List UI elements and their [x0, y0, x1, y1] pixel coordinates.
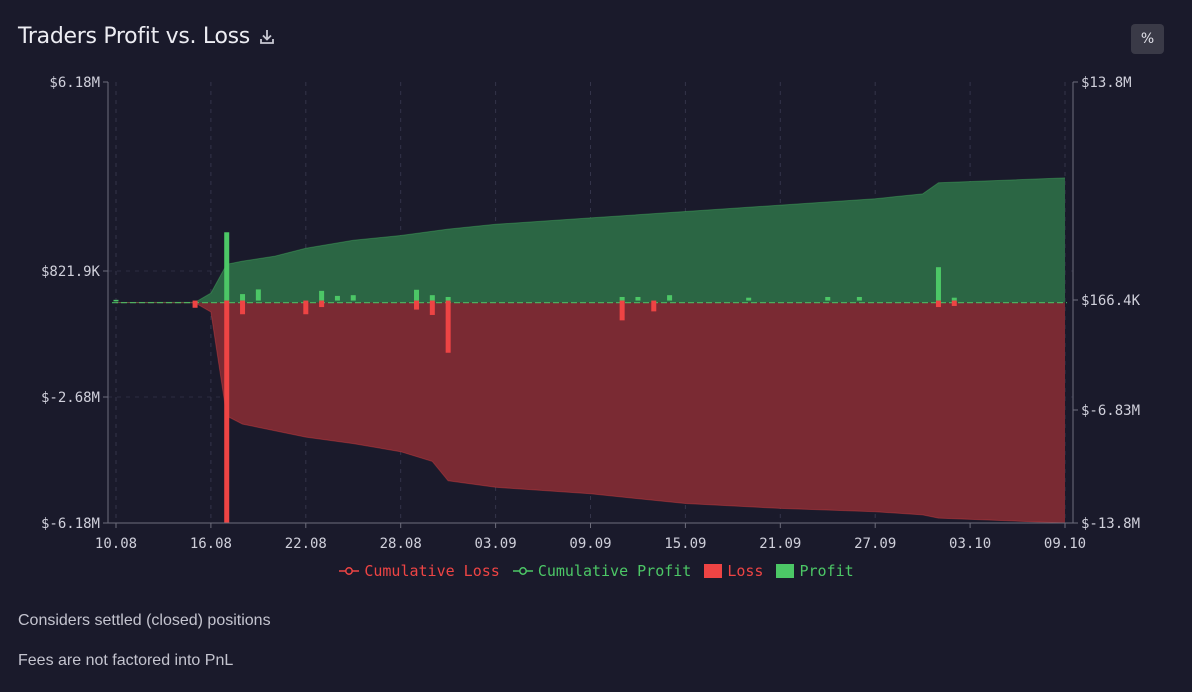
note-settled-positions: Considers settled (closed) positions	[18, 612, 271, 629]
legend-cumulative-profit[interactable]: Cumulative Profit	[512, 562, 692, 580]
loss-bar	[414, 300, 420, 310]
cumulative-areas	[112, 177, 1067, 524]
profit-bar	[429, 295, 435, 301]
right-tick-label: $-6.83M	[1081, 403, 1140, 419]
axes: $6.18M $821.9K $-2.68M $-6.18M $13.8M $166.4K…	[41, 75, 1141, 552]
chart-title: Traders Profit vs. Loss	[18, 24, 250, 49]
x-tick-label: 16.08	[190, 536, 232, 552]
loss-bar	[445, 300, 451, 353]
left-tick-label: $-2.68M	[41, 390, 100, 406]
loss-bar	[224, 300, 230, 523]
loss-bar	[951, 300, 957, 306]
legend-label: Loss	[727, 562, 764, 580]
left-tick-label: $-6.18M	[41, 516, 100, 532]
profit-loss-chart: $6.18M $821.9K $-2.68M $-6.18M $13.8M $166.4K…	[41, 75, 1141, 552]
loss-bar	[240, 300, 246, 315]
profit-bar	[319, 290, 325, 301]
x-tick-label: 10.08	[95, 536, 137, 552]
profit-bar	[825, 296, 831, 301]
profit-bar	[240, 294, 246, 301]
x-tick-label: 09.10	[1044, 536, 1086, 552]
loss-bar	[935, 300, 941, 308]
profit-bar	[619, 296, 625, 301]
x-tick-label: 03.10	[949, 536, 991, 552]
right-tick-label: $166.4K	[1081, 293, 1141, 309]
profit-bar	[113, 299, 119, 302]
profit-bar	[935, 267, 941, 301]
profit-bar	[334, 295, 340, 301]
cumulative-profit-area	[116, 177, 1065, 303]
loss-bar	[619, 300, 625, 321]
chart-header: Traders Profit vs. Loss	[18, 24, 276, 49]
cumulative-profit-area-line	[115, 177, 1066, 304]
profit-bar	[350, 295, 356, 301]
x-tick-label: 15.09	[664, 536, 706, 552]
x-tick-label: 28.08	[380, 536, 422, 552]
profit-bar	[856, 296, 862, 301]
loss-bar	[192, 300, 198, 308]
cumulative-loss-area	[116, 302, 1065, 523]
x-tick-label: 03.09	[475, 536, 517, 552]
legend-label: Cumulative Loss	[364, 562, 500, 580]
legend-label: Profit	[799, 562, 854, 580]
profit-bar	[414, 289, 420, 301]
x-tick-label: 27.09	[854, 536, 896, 552]
x-tick-label: 21.09	[759, 536, 801, 552]
loss-bar	[429, 300, 435, 315]
profit-bar	[635, 296, 641, 301]
profit-bar	[667, 295, 673, 301]
profit-bar	[951, 297, 957, 301]
loss-bar	[651, 300, 657, 312]
profit-bar	[255, 289, 261, 301]
x-tick-label: 22.08	[285, 536, 327, 552]
legend-loss[interactable]: Loss	[703, 562, 763, 580]
left-tick-label: $6.18M	[49, 75, 100, 91]
legend-label: Cumulative Profit	[537, 562, 692, 580]
chart-legend: Cumulative Loss Cumulative Profit Loss P…	[0, 562, 1192, 580]
daily-bars	[113, 232, 957, 523]
loss-bar	[319, 300, 325, 308]
profit-bar	[746, 297, 752, 301]
percent-toggle-button[interactable]: %	[1131, 24, 1164, 54]
legend-cumulative-loss[interactable]: Cumulative Loss	[338, 562, 500, 580]
right-tick-label: $-13.8M	[1081, 516, 1140, 532]
note-fees: Fees are not factored into PnL	[18, 652, 234, 669]
profit-bar	[224, 232, 230, 301]
right-tick-label: $13.8M	[1081, 75, 1132, 91]
loss-bar	[303, 300, 309, 315]
download-icon[interactable]	[258, 28, 276, 46]
x-tick-label: 09.09	[569, 536, 611, 552]
left-tick-label: $821.9K	[41, 264, 101, 280]
legend-profit[interactable]: Profit	[775, 562, 854, 580]
profit-bar	[445, 296, 451, 301]
